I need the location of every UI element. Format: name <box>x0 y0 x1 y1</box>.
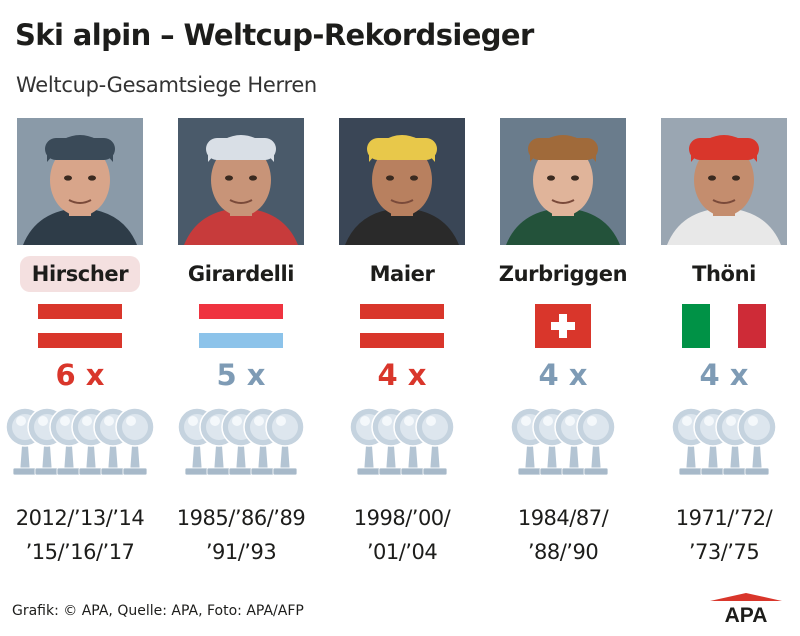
luxembourg-flag <box>199 304 283 348</box>
years-line-1: 1984/87/ <box>517 506 609 530</box>
wins-count: 5 x <box>216 358 266 392</box>
wins-count: 4 x <box>699 358 749 392</box>
title-years: 2012/’13/’14 ’15/’16/’17 <box>0 501 160 569</box>
athlete-photo <box>178 118 304 245</box>
years-line-2: ’01/’04 <box>366 540 438 564</box>
crystal-globe-icon <box>415 407 455 476</box>
years-line-1: 1971/’72/ <box>675 506 773 530</box>
athlete-column: Zurbriggen 4 x 1984/87/ ’88/’90 <box>483 118 643 578</box>
crystal-globe-icon <box>265 407 305 476</box>
athlete-photo <box>17 118 143 245</box>
austria-flag <box>38 304 122 348</box>
crystal-globe-icon <box>737 407 777 476</box>
years-line-2: ’88/’90 <box>527 540 599 564</box>
source-credit: Grafik: © APA, Quelle: APA, Foto: APA/AF… <box>12 603 304 619</box>
apa-logo: APA <box>710 593 782 624</box>
title-years: 1971/’72/ ’73/’75 <box>644 501 800 569</box>
athlete-column: Girardelli 5 x 1985/’86/’89 ’91/’93 <box>161 118 321 578</box>
crystal-globe-icon <box>576 407 616 476</box>
wins-count: 6 x <box>55 358 105 392</box>
years-line-1: 1985/’86/’89 <box>176 506 306 530</box>
globes-group <box>349 407 455 476</box>
apa-logo-text: APA <box>725 604 768 624</box>
athlete-name: Girardelli <box>187 262 295 286</box>
wins-count: 4 x <box>377 358 427 392</box>
athlete-name: Hirscher <box>19 256 141 292</box>
years-line-1: 1998/’00/ <box>353 506 451 530</box>
chart-title: Ski alpin – Weltcup-Rekordsieger <box>15 18 534 52</box>
athlete-name: Zurbriggen <box>498 262 628 286</box>
athlete-name-wrap: Maier <box>322 256 482 292</box>
globes-group <box>177 407 305 476</box>
athlete-name-wrap: Girardelli <box>161 256 321 292</box>
crystal-globe-icon <box>115 407 155 476</box>
title-years: 1985/’86/’89 ’91/’93 <box>161 501 321 569</box>
athlete-photo <box>661 118 787 245</box>
austria-flag <box>360 304 444 348</box>
globes-group <box>671 407 777 476</box>
athlete-photo <box>339 118 465 245</box>
years-line-1: 2012/’13/’14 <box>15 506 145 530</box>
years-line-2: ’15/’16/’17 <box>25 540 135 564</box>
athlete-name: Maier <box>369 262 435 286</box>
globes-group <box>510 407 616 476</box>
athlete-column: Hirscher 6 x 2012/’13/’14 ’15/’16/’17 <box>0 118 160 578</box>
italy-flag <box>682 304 766 348</box>
years-line-2: ’73/’75 <box>688 540 760 564</box>
athlete-name-wrap: Zurbriggen <box>483 256 643 292</box>
switzerland-flag <box>535 304 591 348</box>
athlete-photo <box>500 118 626 245</box>
athlete-column: Maier 4 x 1998/’00/ ’01/’04 <box>322 118 482 578</box>
wins-count: 4 x <box>538 358 588 392</box>
chart-subtitle: Weltcup-Gesamtsiege Herren <box>16 73 317 97</box>
athlete-column: Thöni 4 x 1971/’72/ ’73/’75 <box>644 118 800 578</box>
years-line-2: ’91/’93 <box>205 540 277 564</box>
athlete-name-wrap: Thöni <box>644 256 800 292</box>
title-years: 1984/87/ ’88/’90 <box>483 501 643 569</box>
athlete-name: Thöni <box>692 262 756 286</box>
globes-group <box>5 407 155 476</box>
athlete-name-wrap: Hirscher <box>0 256 160 292</box>
title-years: 1998/’00/ ’01/’04 <box>322 501 482 569</box>
